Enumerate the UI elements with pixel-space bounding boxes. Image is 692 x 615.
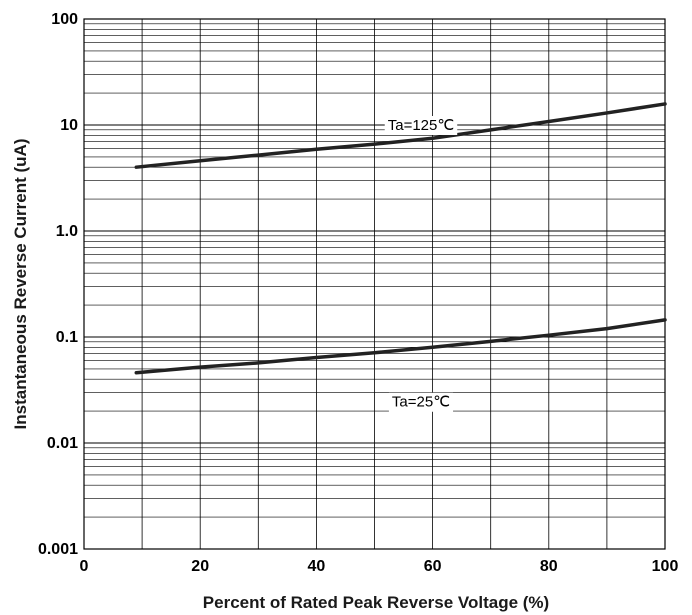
x-axis-title: Percent of Rated Peak Reverse Voltage (%… [203,593,549,612]
y-tick-labels: 0.001 0.01 0.1 1.0 10 100 [38,11,78,558]
y-tick-label: 100 [51,11,78,28]
y-tick-label: 0.01 [47,435,78,452]
annotations-group: Ta=125℃ Ta=25℃ [384,116,458,412]
x-tick-labels: 0 20 40 60 80 100 [80,558,679,575]
series-line-ta-25c [134,318,667,375]
y-tick-label: 0.1 [56,329,78,346]
y-tick-label: 1.0 [56,223,78,240]
y-tick-label: 10 [60,117,78,134]
y-axis-title: Instantaneous Reverse Current (uA) [11,139,30,430]
series-group [134,102,667,375]
annotation-bg [388,392,454,412]
plot-frame [83,18,666,550]
series-line-ta-125c [134,102,667,169]
annotation-ta-125c: Ta=125℃ [384,116,458,135]
x-tick-label: 0 [80,558,89,575]
annotation-ta-25c: Ta=25℃ [388,392,454,412]
annotation-bg [384,116,458,135]
x-tick-label: 60 [424,558,442,575]
annotation-label: Ta=25℃ [392,394,450,411]
grid [84,19,665,549]
x-tick-label: 80 [540,558,558,575]
y-tick-label: 0.001 [38,541,78,558]
x-tick-label: 40 [308,558,326,575]
annotation-label: Ta=125℃ [388,117,454,134]
x-tick-label: 20 [191,558,209,575]
x-tick-label: 100 [652,558,679,575]
